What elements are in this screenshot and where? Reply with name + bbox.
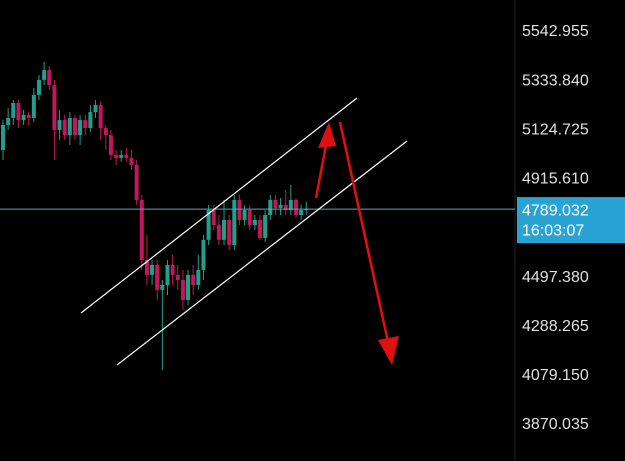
candle-body	[227, 219, 232, 246]
candle-body	[36, 79, 41, 95]
candle-body	[222, 219, 227, 240]
candle-body	[263, 214, 268, 238]
candle-body	[206, 210, 211, 240]
y-tick-label: 4497.380	[522, 269, 589, 286]
price-box	[517, 197, 625, 244]
candle-body	[175, 274, 180, 281]
candle-body	[134, 164, 139, 200]
arrow-head	[378, 336, 399, 365]
candle-body	[155, 265, 160, 290]
candle-body	[191, 274, 196, 285]
y-tick-label: 4288.265	[522, 318, 589, 335]
candle-body	[72, 117, 77, 136]
candle-body	[150, 265, 155, 275]
candle-body	[160, 284, 165, 290]
candle-body	[278, 204, 283, 208]
candle-body	[42, 70, 47, 80]
candle-body	[258, 219, 262, 238]
channel-line	[116, 140, 408, 366]
candle-body	[247, 210, 252, 226]
y-tick-label: 3870.035	[522, 416, 589, 433]
candle-body	[186, 274, 191, 301]
candle-body	[6, 117, 11, 126]
candle-body	[293, 199, 298, 215]
candle-body	[21, 114, 26, 121]
candle-body	[67, 117, 72, 136]
candle-body	[78, 120, 83, 136]
candle-body	[180, 280, 185, 301]
candle-body	[232, 199, 237, 246]
candle-body	[299, 210, 304, 215]
candle-body	[283, 204, 288, 211]
candle-body	[124, 155, 129, 158]
candle-body	[11, 102, 16, 118]
y-tick-label: 5333.840	[522, 72, 589, 89]
candle-body	[237, 199, 242, 220]
candle-body	[216, 225, 221, 240]
candle-body	[196, 269, 201, 285]
candle-body	[129, 157, 134, 165]
candle-body	[57, 120, 62, 130]
y-axis: 5542.955 5333.840 5124.725 4915.610 4497.380…	[517, 23, 625, 433]
candle-body	[62, 120, 67, 136]
candle-body	[47, 70, 52, 86]
candle-body	[103, 128, 108, 136]
y-tick-label: 4079.150	[522, 367, 589, 384]
candle-body	[268, 199, 273, 215]
candle-body	[114, 155, 119, 158]
candle-body	[144, 260, 149, 275]
candle-body	[139, 199, 144, 261]
candle-body	[252, 219, 257, 226]
candle-body	[52, 85, 57, 130]
arrow	[338, 121, 390, 343]
candle-body	[108, 135, 113, 156]
candle-body	[26, 114, 31, 118]
y-tick-label: 4915.610	[522, 171, 589, 188]
plot-area	[0, 62, 515, 371]
candle-body	[16, 102, 21, 121]
candle-body	[273, 199, 278, 208]
candle-body	[119, 155, 124, 158]
candle-body	[201, 239, 206, 270]
candle-body	[211, 210, 216, 226]
candle-body	[93, 105, 98, 113]
y-tick-label: 5542.955	[522, 23, 589, 40]
price-label: 4789.032	[522, 202, 589, 219]
candle-body	[88, 112, 93, 129]
candle-body	[98, 105, 103, 129]
candle-body	[1, 125, 5, 150]
channel-line	[80, 97, 358, 314]
candle-body	[242, 210, 247, 220]
arrow-head	[318, 122, 336, 148]
y-tick-label: 5124.725	[522, 121, 589, 138]
candle-body	[31, 94, 36, 118]
candle-body	[165, 265, 170, 285]
price-time: 16:03:07	[522, 222, 584, 239]
candle-body	[83, 120, 88, 129]
candle-body	[288, 199, 293, 211]
arrow	[314, 144, 328, 199]
candle-body	[170, 265, 175, 275]
